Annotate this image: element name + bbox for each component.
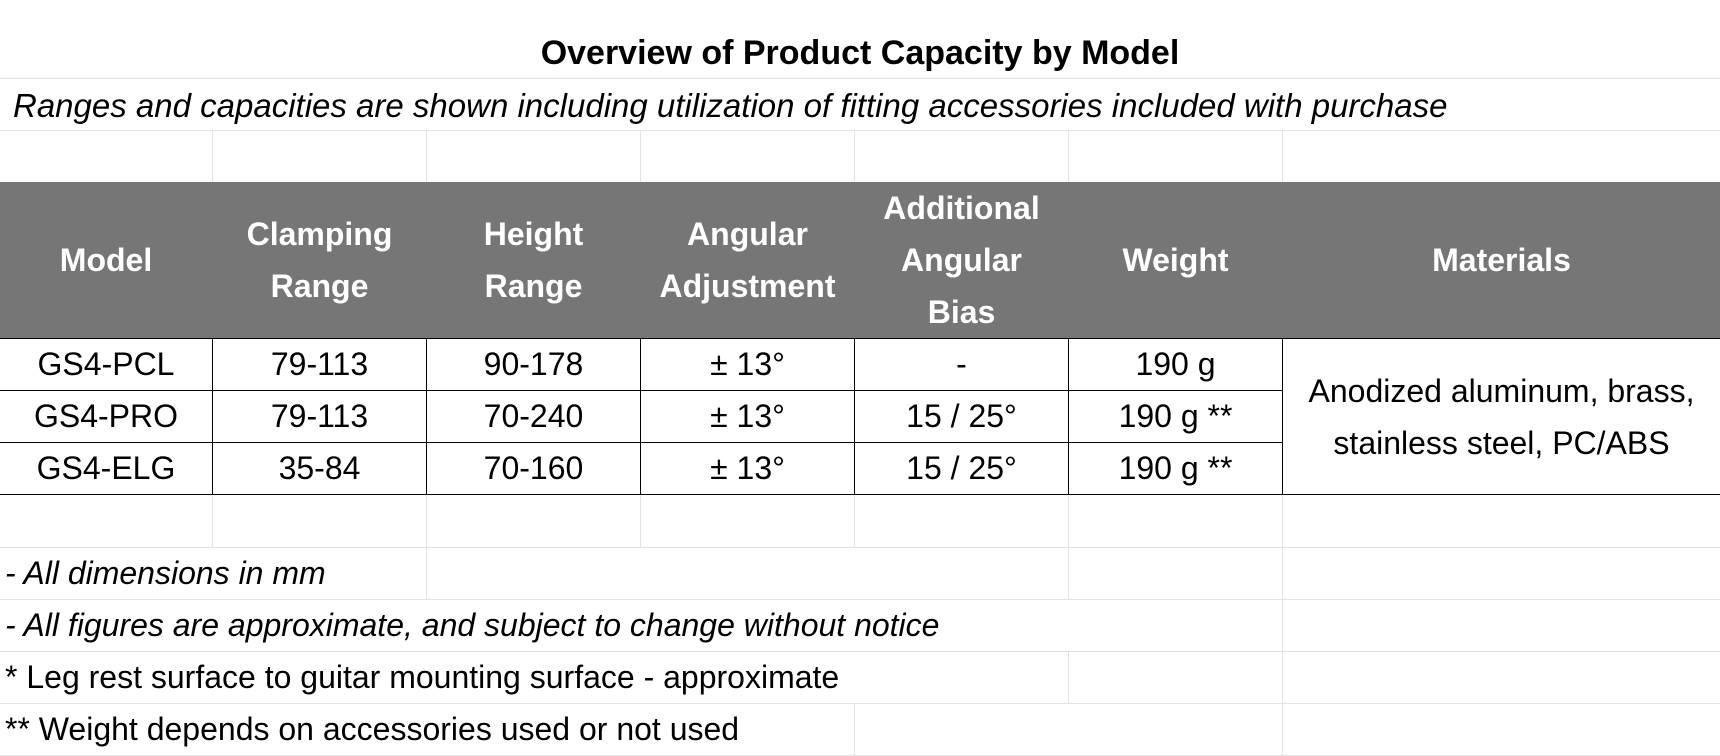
cell-clamping-range: 79-113 [270, 345, 369, 382]
table-border [1068, 338, 1069, 495]
cell-angular-bias: - [956, 345, 967, 382]
header-additional-angular-bias: Additional Angular Bias [883, 190, 1040, 330]
gridline [212, 130, 213, 182]
cell-angular-bias: 15 / 25° [906, 397, 1017, 434]
gridline [0, 130, 1720, 131]
table-border [1282, 338, 1283, 495]
footnote: * Leg rest surface to guitar mounting su… [5, 659, 840, 695]
cell-angular-bias: 15 / 25° [906, 449, 1017, 486]
gridline [854, 130, 855, 182]
gridline [1282, 130, 1283, 182]
gridline [640, 130, 641, 182]
cell-model: GS4-ELG [36, 449, 176, 486]
table-border [854, 338, 855, 495]
page-title: Overview of Product Capacity by Model [540, 34, 1180, 72]
cell-model: GS4-PCL [37, 345, 175, 382]
cell-angular-adjustment: ± 13° [710, 449, 785, 486]
header-weight: Weight [1122, 242, 1229, 278]
gridline [1068, 130, 1069, 182]
gridline [0, 599, 1720, 600]
footnote: - All dimensions in mm [5, 555, 326, 591]
cell-weight: 190 g [1135, 345, 1216, 382]
header-angular-adjustment: Angular Adjustment [659, 216, 836, 304]
header-clamping-range: Clamping Range [246, 216, 393, 304]
header-materials: Materials [1432, 242, 1571, 278]
table-border [0, 442, 1282, 443]
cell-model: GS4-PRO [33, 397, 179, 434]
gridline [1068, 651, 1069, 703]
footnote: - All figures are approximate, and subje… [5, 607, 940, 643]
table-border [0, 390, 1282, 391]
gridline [426, 130, 427, 182]
table-border [640, 338, 641, 495]
cell-weight: 190 g ** [1118, 397, 1233, 434]
gridline [0, 651, 1720, 652]
gridline [854, 495, 855, 547]
cell-materials: Anodized aluminum, brass, stainless stee… [1308, 372, 1695, 461]
cell-angular-adjustment: ± 13° [710, 345, 785, 382]
table-border [0, 338, 1720, 339]
cell-height-range: 90-178 [483, 345, 584, 382]
cell-clamping-range: 35-84 [278, 449, 361, 486]
cell-angular-adjustment: ± 13° [710, 397, 785, 434]
cell-clamping-range: 79-113 [270, 397, 369, 434]
gridline [426, 495, 427, 599]
gridline [1068, 495, 1069, 599]
cell-height-range: 70-160 [483, 449, 584, 486]
table-border [0, 494, 1720, 495]
footnote: ** Weight depends on accessories used or… [5, 711, 740, 747]
header-height-range: Height Range [483, 216, 584, 304]
cell-weight: 190 g ** [1118, 449, 1233, 486]
table-header-band [0, 182, 1720, 338]
gridline [212, 495, 213, 547]
page-subtitle: Ranges and capacities are shown includin… [13, 87, 1448, 124]
header-model: Model [59, 242, 153, 278]
gridline [1282, 495, 1283, 756]
gridline [0, 547, 1720, 548]
cell-height-range: 70-240 [483, 397, 584, 434]
table-border [426, 338, 427, 495]
gridline [0, 703, 1720, 704]
gridline [640, 495, 641, 547]
gridline [854, 703, 855, 756]
gridline [0, 78, 1720, 79]
table-border [212, 338, 213, 495]
